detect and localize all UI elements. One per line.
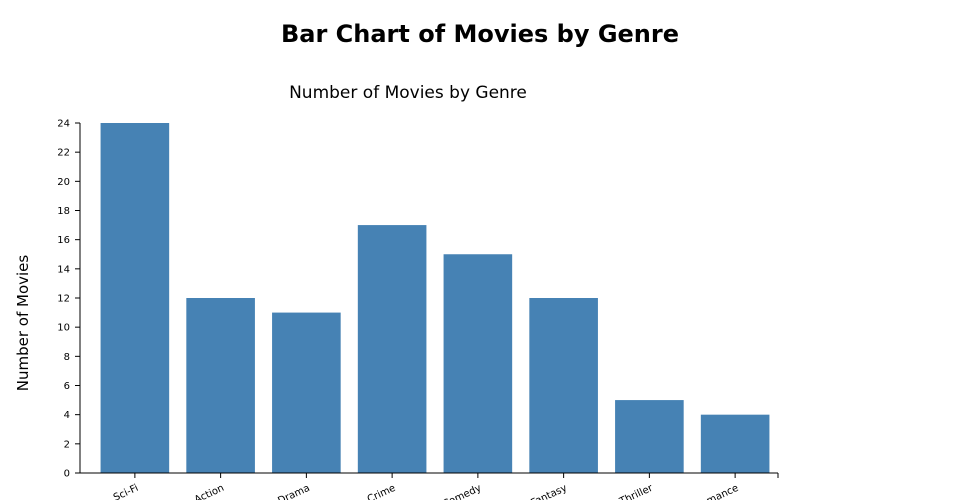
y-tick-label: 14 (57, 264, 70, 275)
y-tick-label: 18 (57, 206, 70, 217)
bar-drama (272, 312, 341, 473)
y-tick-label: 0 (64, 469, 70, 480)
chart-title: Number of Movies by Genre (289, 83, 527, 103)
bar-thriller (615, 400, 684, 473)
x-tick-label-romance: Romance (694, 483, 741, 500)
x-tick-label-fantasy: Fantasy (529, 483, 569, 500)
y-tick-label: 8 (64, 352, 70, 363)
x-tick-label-action: Action (193, 483, 226, 500)
y-tick-label: 2 (64, 439, 70, 450)
bar-fantasy (529, 298, 598, 473)
bar-crime (357, 225, 427, 473)
y-tick-label: 24 (57, 119, 70, 130)
x-tick-label-drama: Drama (276, 483, 311, 500)
bar-comedy (443, 254, 513, 473)
y-tick-label: 6 (64, 381, 70, 392)
y-tick-label: 4 (64, 410, 70, 421)
y-axis-title: Number of Movies (14, 255, 32, 392)
bar-romance (700, 414, 770, 473)
bar-sci-fi (100, 123, 170, 473)
y-tick-label: 16 (57, 235, 70, 246)
x-tick-label-comedy: Comedy (441, 483, 483, 500)
page-title: Bar Chart of Movies by Genre (280, 20, 680, 48)
y-tick-label: 22 (57, 148, 70, 159)
x-tick-label-thriller: Thriller (617, 482, 655, 500)
x-tick-label-sci-fi: Sci-Fi (112, 483, 140, 500)
bar-action (186, 298, 255, 473)
y-tick-label: 10 (57, 323, 70, 334)
y-tick-label: 12 (57, 294, 70, 305)
y-tick-label: 20 (57, 177, 70, 188)
x-tick-label-crime: Crime (366, 483, 398, 500)
